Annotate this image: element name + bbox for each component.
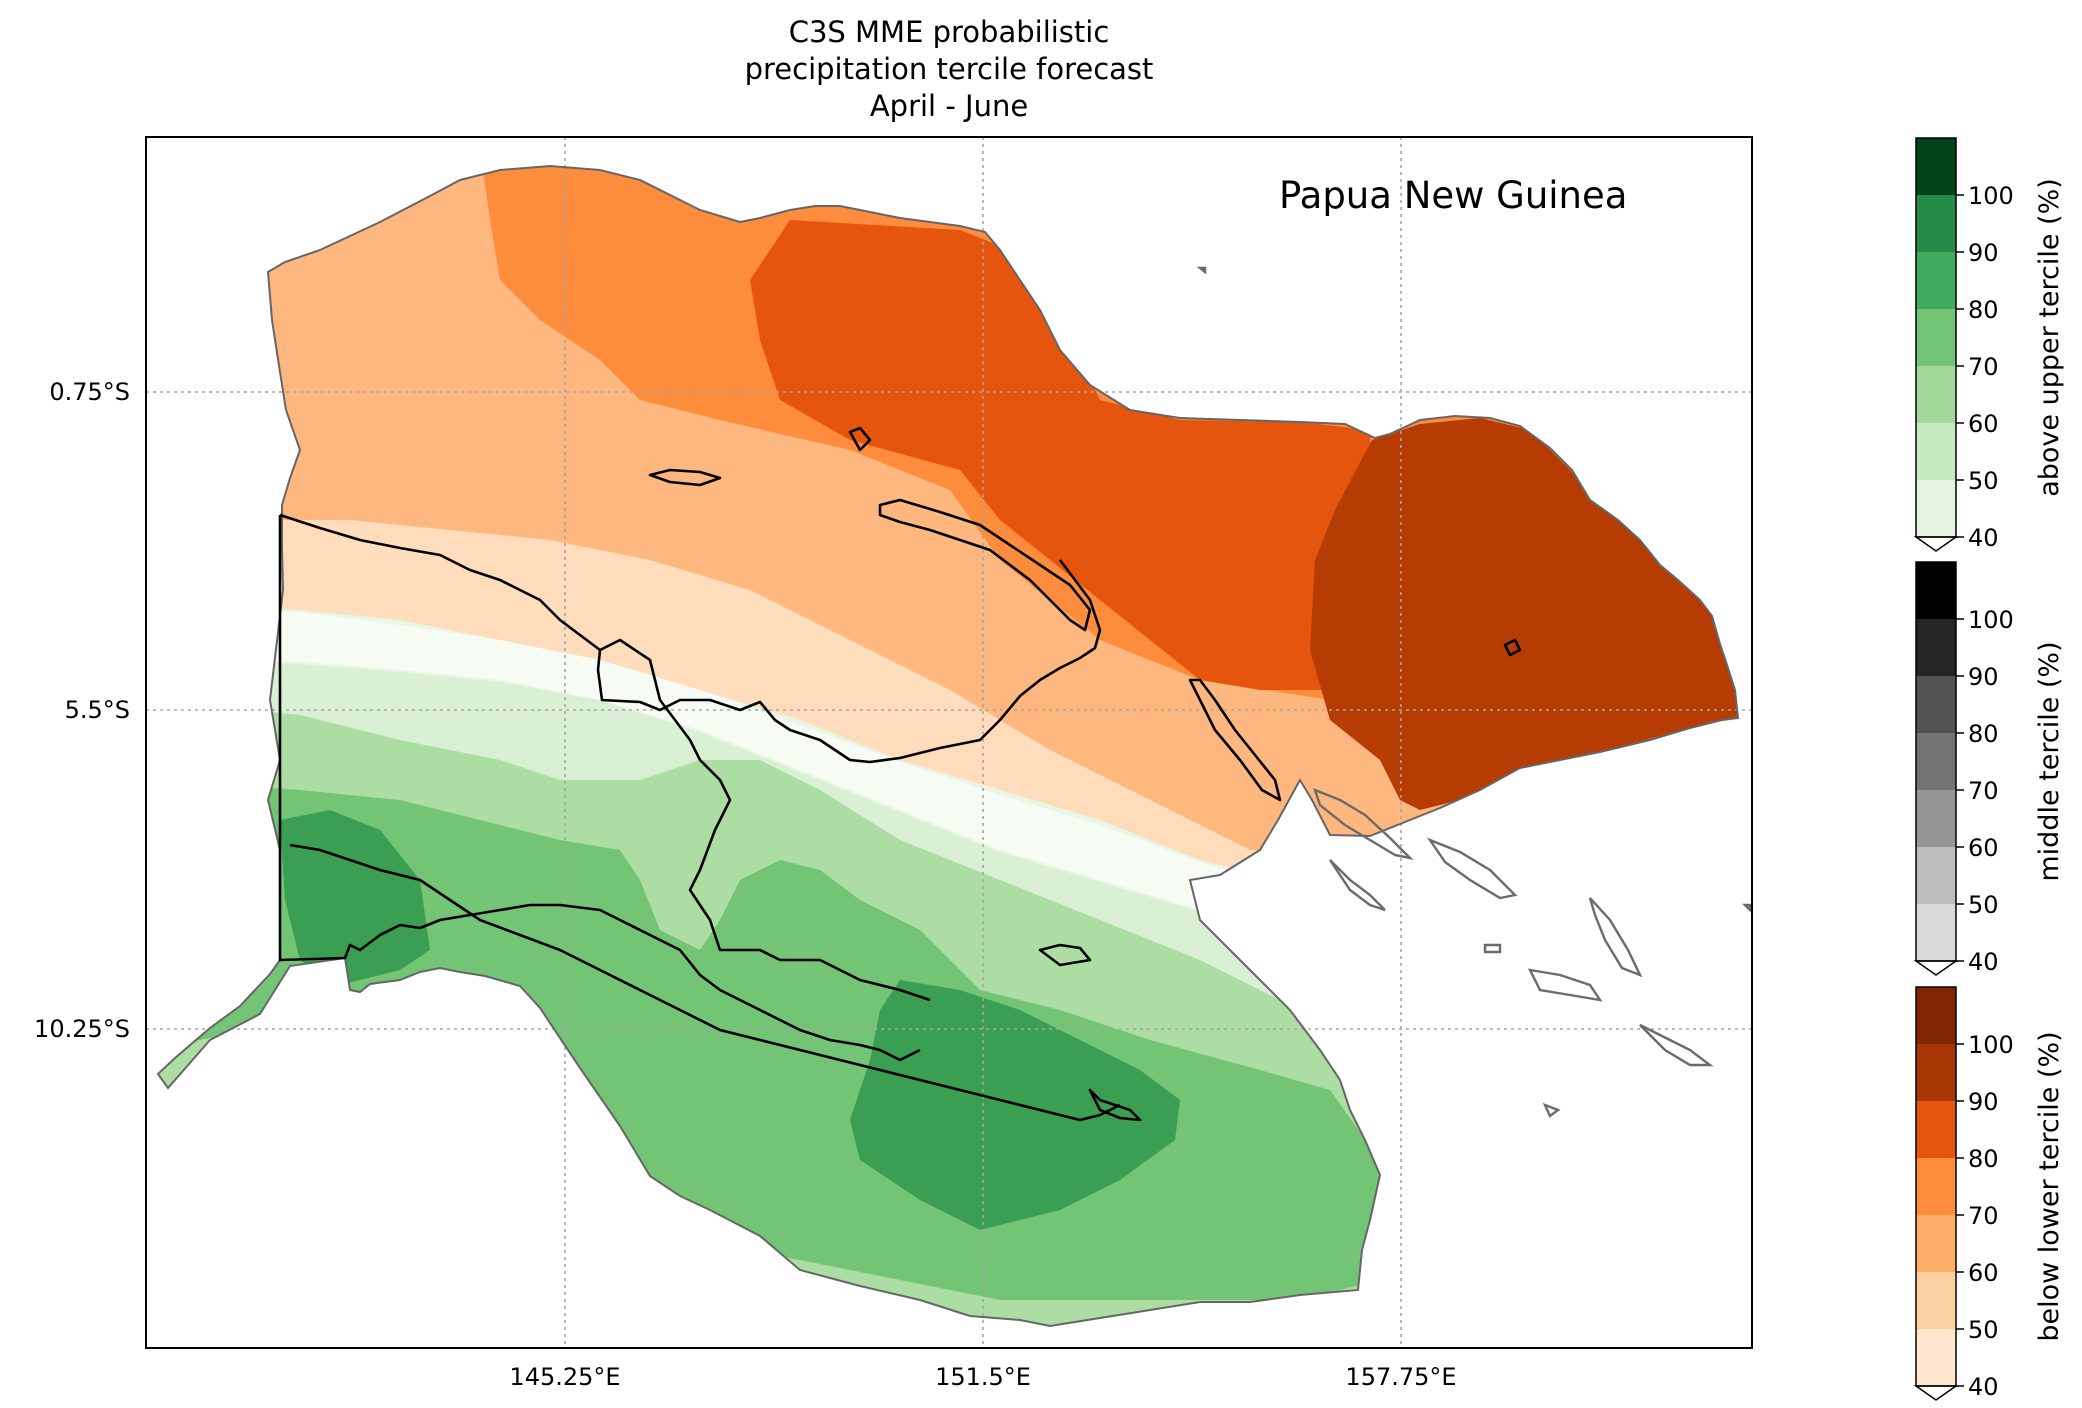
colorbar-segment: [1916, 1101, 1956, 1158]
coastline-new-ireland: [848, 426, 872, 452]
colorbar-frame: [1915, 137, 1957, 538]
colorbar-segment: [1916, 423, 1956, 480]
colorbar-label: above upper tercile (%): [2034, 178, 2065, 497]
colorbar-segment: [1916, 309, 1956, 366]
coastline-makira: [1639, 1023, 1714, 1067]
contour-above-70: [280, 810, 1180, 1230]
colorbar-tick-label: 50: [1968, 1316, 1999, 1344]
colorbar-segment: [1916, 676, 1956, 733]
colorbar-segment: [1916, 366, 1956, 423]
colorbar-tick-label: 60: [1968, 1259, 1999, 1287]
colorbar-segment: [1916, 1272, 1956, 1329]
coastline-islands-east: [1038, 638, 1522, 1122]
colorbar-tick-label: 70: [1968, 353, 1999, 381]
coastline-manus: [648, 468, 722, 487]
colorbar-tick-label: 70: [1968, 1202, 1999, 1230]
region-label: Papua New Guinea: [1279, 174, 1627, 217]
coastline-malaita: [1588, 897, 1643, 978]
colorbar-tick-label: 40: [1968, 948, 1999, 976]
colorbar-tick-label: 50: [1968, 467, 1999, 495]
coastline-santa-isabel: [1426, 837, 1518, 900]
map-title-line-1: C3S MME probabilistic: [788, 15, 1110, 49]
colorbar-label: below lower tercile (%): [2034, 1031, 2065, 1341]
colorbar-tick-label: 60: [1968, 834, 1999, 862]
colorbar-segment: [1916, 619, 1956, 676]
map-axes-frame: [145, 136, 1753, 1349]
coastlines: [278, 426, 1522, 1122]
colorbar-segment: [1916, 790, 1956, 847]
contour-neutral-white: [158, 610, 1738, 960]
region-boundary: [156, 164, 1740, 1328]
colorbar-segment: [1916, 1158, 1956, 1215]
lat-tick-label: 10.25°S: [34, 1015, 130, 1043]
colorbar-tick-label: 80: [1968, 1145, 1999, 1173]
coastline-new-georgia: [1329, 859, 1386, 912]
colorbar-tick-label: 90: [1968, 1088, 1999, 1116]
colorbar-segment: [1916, 987, 1956, 1044]
colorbar-segment: [1916, 1329, 1956, 1386]
colorbar-label: middle tercile (%): [2034, 641, 2065, 881]
colorbar-frame: [1915, 561, 1957, 962]
colorbar-segment: [1916, 195, 1956, 252]
lon-tick-label: 151.5°E: [935, 1363, 1031, 1391]
map-title-line-2: precipitation tercile forecast: [744, 52, 1154, 86]
colorbar-tick-label: 40: [1968, 1373, 1999, 1401]
contour-below-70: [750, 220, 1380, 690]
colorbar-segment: [1916, 252, 1956, 309]
colorbar-2: 40 50 60 70 80 90 100 middle tercile (%): [1913, 561, 2065, 976]
colorbar-segment: [1916, 847, 1956, 904]
colorbar-extend-triangle: [1913, 536, 1959, 552]
lat-tick-label: 5.5°S: [65, 696, 130, 724]
colorbar-tick-label: 50: [1968, 891, 1999, 919]
lon-tick-label: 145.25°E: [509, 1363, 620, 1391]
colorbar-tick-label: 90: [1968, 239, 1999, 267]
coastline-png-mainland-south: [278, 515, 921, 1062]
coastline-bougainville: [1188, 678, 1282, 802]
colorbar-extend-triangle: [1913, 960, 1959, 976]
colorbar-tick-label: 100: [1968, 182, 2014, 210]
contour-below-80: [1310, 418, 1738, 810]
colorbar-3: 40 50 60 70 80 90 100 below lower tercile (%): [1913, 986, 2065, 1401]
colorbar-segment: [1916, 480, 1956, 537]
colorbar-segment: [1916, 562, 1956, 619]
colorbar-segment: [1916, 733, 1956, 790]
colorbar-tick-label: 70: [1968, 777, 1999, 805]
colorbar-frame: [1915, 986, 1957, 1387]
map-title-line-3: April - June: [869, 89, 1029, 123]
colorbar-tick-label: 80: [1968, 720, 1999, 748]
coastline-choiseul: [1313, 787, 1414, 860]
colorbar-tick-label: 40: [1968, 524, 1999, 552]
axis-tick-labels: 0.75°S 5.5°S 10.25°S 145.25°E 151.5°E 15…: [34, 378, 1457, 1391]
colorbar-tick-label: 90: [1968, 663, 1999, 691]
lon-tick-label: 157.75°E: [1345, 1363, 1456, 1391]
coastline-new-guinea-north: [279, 513, 1102, 764]
coastline-new-britain: [878, 498, 1092, 632]
lat-tick-label: 0.75°S: [49, 378, 130, 406]
coastline-guadalcanal: [1527, 968, 1603, 1002]
colorbar-tick-label: 60: [1968, 410, 1999, 438]
coastline-border: [599, 638, 931, 1002]
colorbar-extend-triangle: [1913, 1385, 1959, 1401]
coastline-small-islands: [1196, 266, 1752, 1118]
gridlines: [146, 137, 1752, 1348]
colorbar-segment: [1916, 904, 1956, 961]
colorbar-segment: [1916, 138, 1956, 195]
colorbar-segment: [1916, 1044, 1956, 1101]
coastline-southern-coast: [289, 843, 1121, 1122]
colorbar-tick-label: 100: [1968, 1031, 2014, 1059]
solomon-islands-coastlines: [1196, 266, 1752, 1118]
colorbar-tick-label: 80: [1968, 296, 1999, 324]
colorbar-tick-label: 100: [1968, 606, 2014, 634]
colorbar-1: 40 50 60 70 80 90 100 above upper tercile (%): [1913, 137, 2065, 552]
colorbar-segment: [1916, 1215, 1956, 1272]
